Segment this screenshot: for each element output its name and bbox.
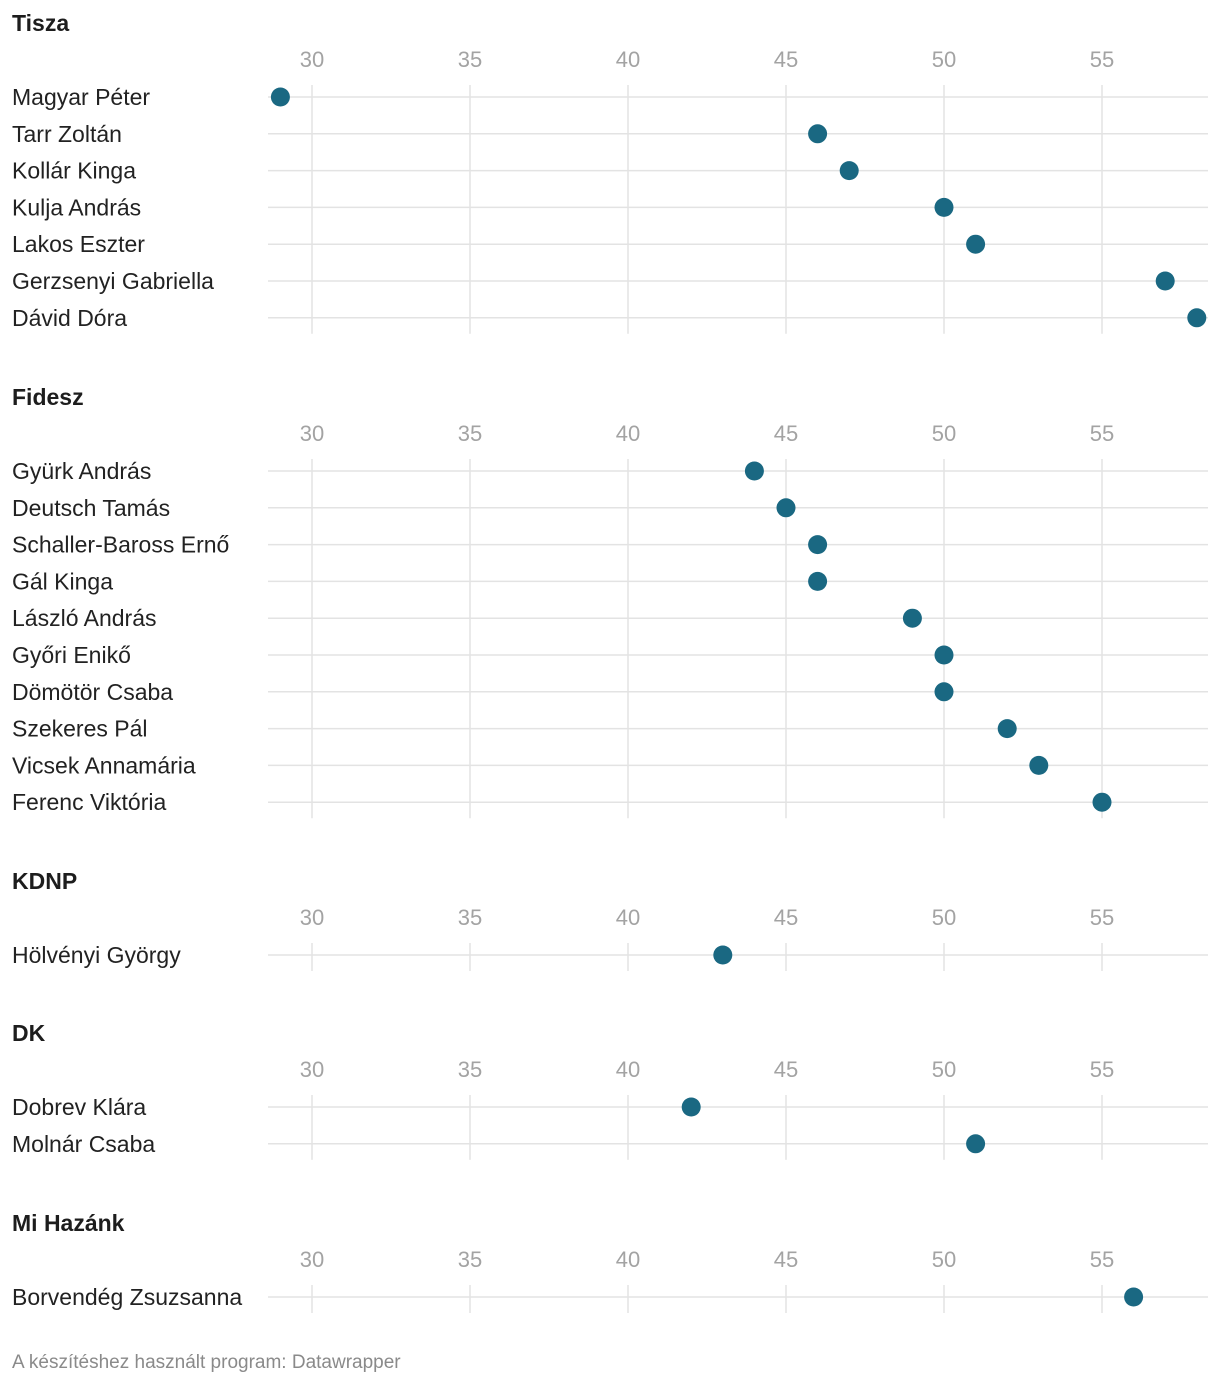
row-label: Tarr Zoltán [12, 121, 122, 147]
data-point [1155, 271, 1175, 291]
row-label: László András [12, 605, 156, 631]
group-fidesz: Fidesz 30 35 40 45 50 55 Gyürk András Deutsch Ta… [12, 384, 1208, 819]
row-label: Hölvényi György [12, 942, 181, 968]
x-tick-label: 30 [300, 1057, 324, 1082]
row-label: Gerzsenyi Gabriella [12, 268, 214, 294]
group-title: DK [12, 1020, 46, 1046]
x-tick-label: 35 [458, 905, 482, 930]
row-label: Dömötör Csaba [12, 679, 173, 705]
x-tick-label: 55 [1090, 1247, 1114, 1272]
data-point [934, 645, 954, 665]
x-tick-label: 50 [932, 1247, 956, 1272]
data-point [902, 608, 922, 628]
data-point [1124, 1287, 1144, 1307]
group-title: Mi Hazánk [12, 1210, 125, 1236]
row-label: Borvendég Zsuzsanna [12, 1284, 242, 1310]
x-tick-label: 50 [932, 905, 956, 930]
group-title: Fidesz [12, 384, 84, 410]
data-point [934, 682, 954, 702]
x-tick-label: 55 [1090, 1057, 1114, 1082]
group-title: KDNP [12, 868, 77, 894]
x-tick-label: 35 [458, 421, 482, 446]
x-tick-label: 35 [458, 47, 482, 72]
row-label: Schaller-Baross Ernő [12, 532, 229, 558]
data-point [808, 535, 828, 555]
x-tick-label: 30 [300, 421, 324, 446]
x-tick-label: 50 [932, 1057, 956, 1082]
group-kdnp: KDNP 30 35 40 45 50 55 Hölvényi György [12, 868, 1208, 971]
data-point [270, 87, 290, 107]
x-tick-label: 35 [458, 1057, 482, 1082]
x-tick-label: 45 [774, 47, 798, 72]
x-tick-label: 30 [300, 47, 324, 72]
x-tick-label: 45 [774, 421, 798, 446]
x-tick-label: 40 [616, 1057, 640, 1082]
group-tisza: Tisza 30 35 40 45 50 55 Magyar Péter Tarr Zoltán… [12, 10, 1208, 334]
x-tick-label: 40 [616, 421, 640, 446]
x-tick-label: 45 [774, 1057, 798, 1082]
x-tick-label: 30 [300, 905, 324, 930]
x-tick-label: 45 [774, 905, 798, 930]
data-point [966, 234, 986, 254]
row-label: Szekeres Pál [12, 716, 148, 742]
x-tick-label: 55 [1090, 421, 1114, 446]
x-tick-label: 40 [616, 905, 640, 930]
row-label: Vicsek Annamária [12, 752, 196, 778]
row-label: Deutsch Tamás [12, 495, 170, 521]
row-label: Kulja András [12, 194, 141, 220]
footer-credit: A készítéshez használt program: Datawrap… [12, 1352, 401, 1373]
row-label: Magyar Péter [12, 84, 150, 110]
row-label: Molnár Csaba [12, 1131, 155, 1157]
data-point [744, 461, 764, 481]
row-label: Kollár Kinga [12, 158, 136, 184]
data-point [713, 945, 733, 965]
x-tick-label: 40 [616, 1247, 640, 1272]
x-tick-label: 50 [932, 47, 956, 72]
data-point [808, 124, 828, 144]
data-point [839, 161, 859, 181]
row-label: Dobrev Klára [12, 1094, 146, 1120]
row-label: Győri Enikő [12, 642, 131, 668]
x-tick-label: 55 [1090, 47, 1114, 72]
data-point [808, 571, 828, 591]
x-tick-label: 30 [300, 1247, 324, 1272]
group-dk: DK 30 35 40 45 50 55 Dobrev Klára Molnár Csaba [12, 1020, 1208, 1160]
x-tick-label: 50 [932, 421, 956, 446]
x-tick-label: 35 [458, 1247, 482, 1272]
group-title: Tisza [12, 10, 69, 36]
x-tick-label: 55 [1090, 905, 1114, 930]
row-label: Dávid Dóra [12, 305, 127, 331]
x-tick-label: 45 [774, 1247, 798, 1272]
row-label: Ferenc Viktória [12, 789, 166, 815]
data-point [776, 498, 796, 518]
data-point [997, 719, 1017, 739]
group-mi-hazánk: Mi Hazánk 30 35 40 45 50 55 Borvendég Zsuzsanna [12, 1210, 1208, 1313]
data-point [681, 1097, 701, 1117]
data-point [1092, 792, 1112, 812]
row-label: Gál Kinga [12, 568, 113, 594]
data-point [966, 1134, 986, 1154]
data-point [1029, 755, 1049, 775]
data-point [934, 197, 954, 217]
row-label: Gyürk András [12, 458, 151, 484]
row-label: Lakos Eszter [12, 231, 145, 257]
x-tick-label: 40 [616, 47, 640, 72]
data-point [1187, 308, 1207, 328]
